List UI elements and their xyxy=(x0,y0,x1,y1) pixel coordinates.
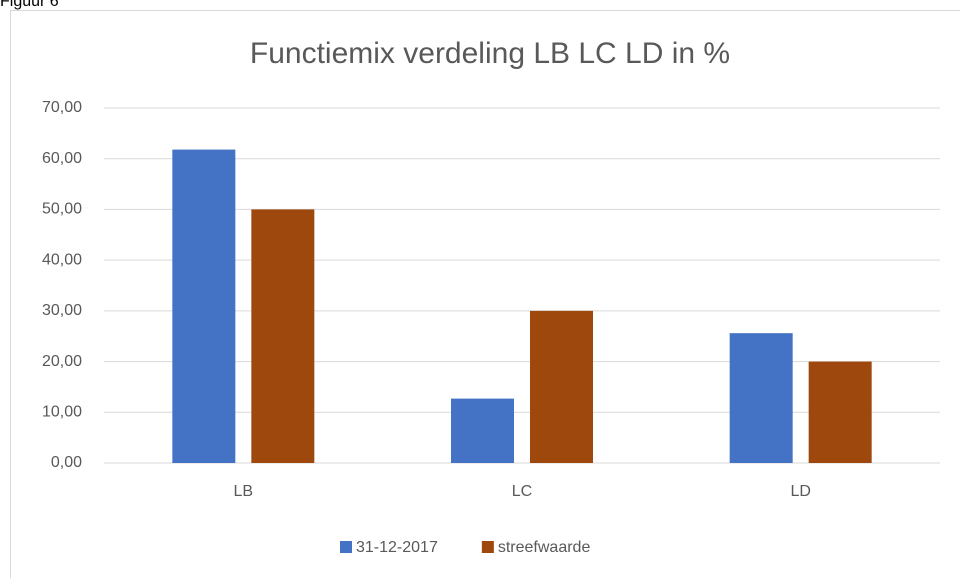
bar xyxy=(172,149,236,464)
legend-swatch xyxy=(481,541,494,553)
y-tick-label: 30,00 xyxy=(42,302,82,319)
x-tick-label: LC xyxy=(512,483,532,500)
y-tick-label: 70,00 xyxy=(42,99,82,116)
legend-label: 31-12-2017 xyxy=(356,539,438,556)
y-tick-label: 40,00 xyxy=(42,251,82,268)
bar xyxy=(251,209,315,463)
y-tick-label: 20,00 xyxy=(42,353,82,370)
x-tick-label: LB xyxy=(234,483,254,500)
legend-swatch xyxy=(340,541,352,553)
chart-title: Functiemix verdeling LB LC LD in % xyxy=(250,37,730,70)
y-tick-label: 10,00 xyxy=(42,404,82,421)
bar xyxy=(530,310,593,463)
bar xyxy=(451,398,514,463)
legend-label: streefwaarde xyxy=(498,539,591,556)
x-tick-label: LD xyxy=(790,483,810,500)
bar xyxy=(808,361,872,463)
caption: Figuur 6 xyxy=(0,0,59,10)
y-tick-label: 0,00 xyxy=(51,454,82,471)
y-tick-label: 50,00 xyxy=(42,201,82,218)
bar xyxy=(729,333,793,463)
y-tick-label: 60,00 xyxy=(42,150,82,167)
chart-frame xyxy=(10,10,960,578)
